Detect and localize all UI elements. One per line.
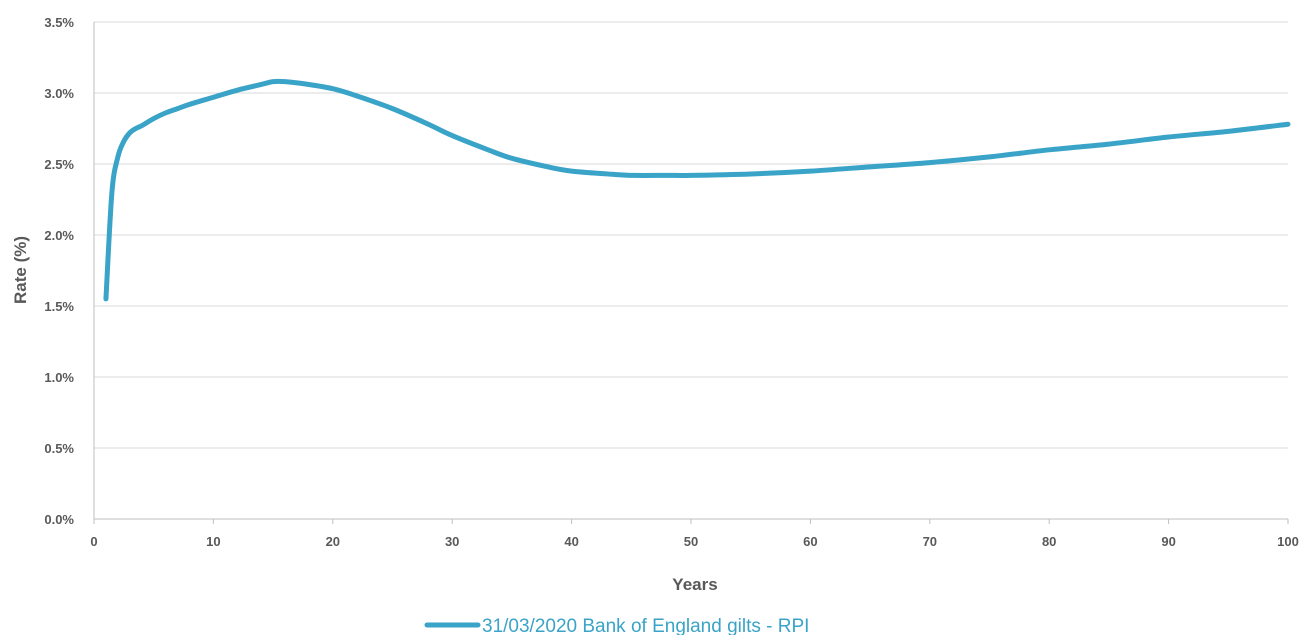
x-tick-label: 60	[803, 534, 817, 549]
x-tick-label: 70	[923, 534, 937, 549]
y-tick-label: 3.5%	[44, 15, 74, 30]
axes	[93, 22, 1289, 524]
x-tick-label: 80	[1042, 534, 1056, 549]
legend-label: 31/03/2020 Bank of England gilts - RPI	[482, 616, 809, 635]
y-tick-label: 2.5%	[44, 157, 74, 172]
x-tick-label: 90	[1161, 534, 1175, 549]
x-tick-label: 50	[684, 534, 698, 549]
y-tick-label: 2.0%	[44, 228, 74, 243]
y-tick-label: 0.5%	[44, 441, 74, 456]
y-tick-label: 1.5%	[44, 299, 74, 314]
y-axis-title: Rate (%)	[11, 236, 30, 304]
x-tick-label: 30	[445, 534, 459, 549]
y-tick-label: 3.0%	[44, 86, 74, 101]
x-tick-label: 40	[564, 534, 578, 549]
x-tick-label: 10	[206, 534, 220, 549]
x-tick-label: 0	[90, 534, 97, 549]
legend: 31/03/2020 Bank of England gilts - RPI	[424, 616, 809, 635]
x-axis-title: Years	[672, 575, 717, 594]
y-tick-label: 0.0%	[44, 512, 74, 527]
series-line-0	[103, 78, 1291, 302]
gridlines	[94, 21, 1288, 449]
x-tick-labels: 0 10 20 30 40 50 60 70 80 90 100	[90, 534, 1298, 549]
series-lines	[103, 78, 1291, 302]
y-tick-label: 1.0%	[44, 370, 74, 385]
x-tick-label: 20	[326, 534, 340, 549]
x-tick-label: 100	[1277, 534, 1299, 549]
y-tick-labels: 0.0% 0.5% 1.0% 1.5% 2.0% 2.5% 3.0% 3.5%	[44, 15, 74, 527]
